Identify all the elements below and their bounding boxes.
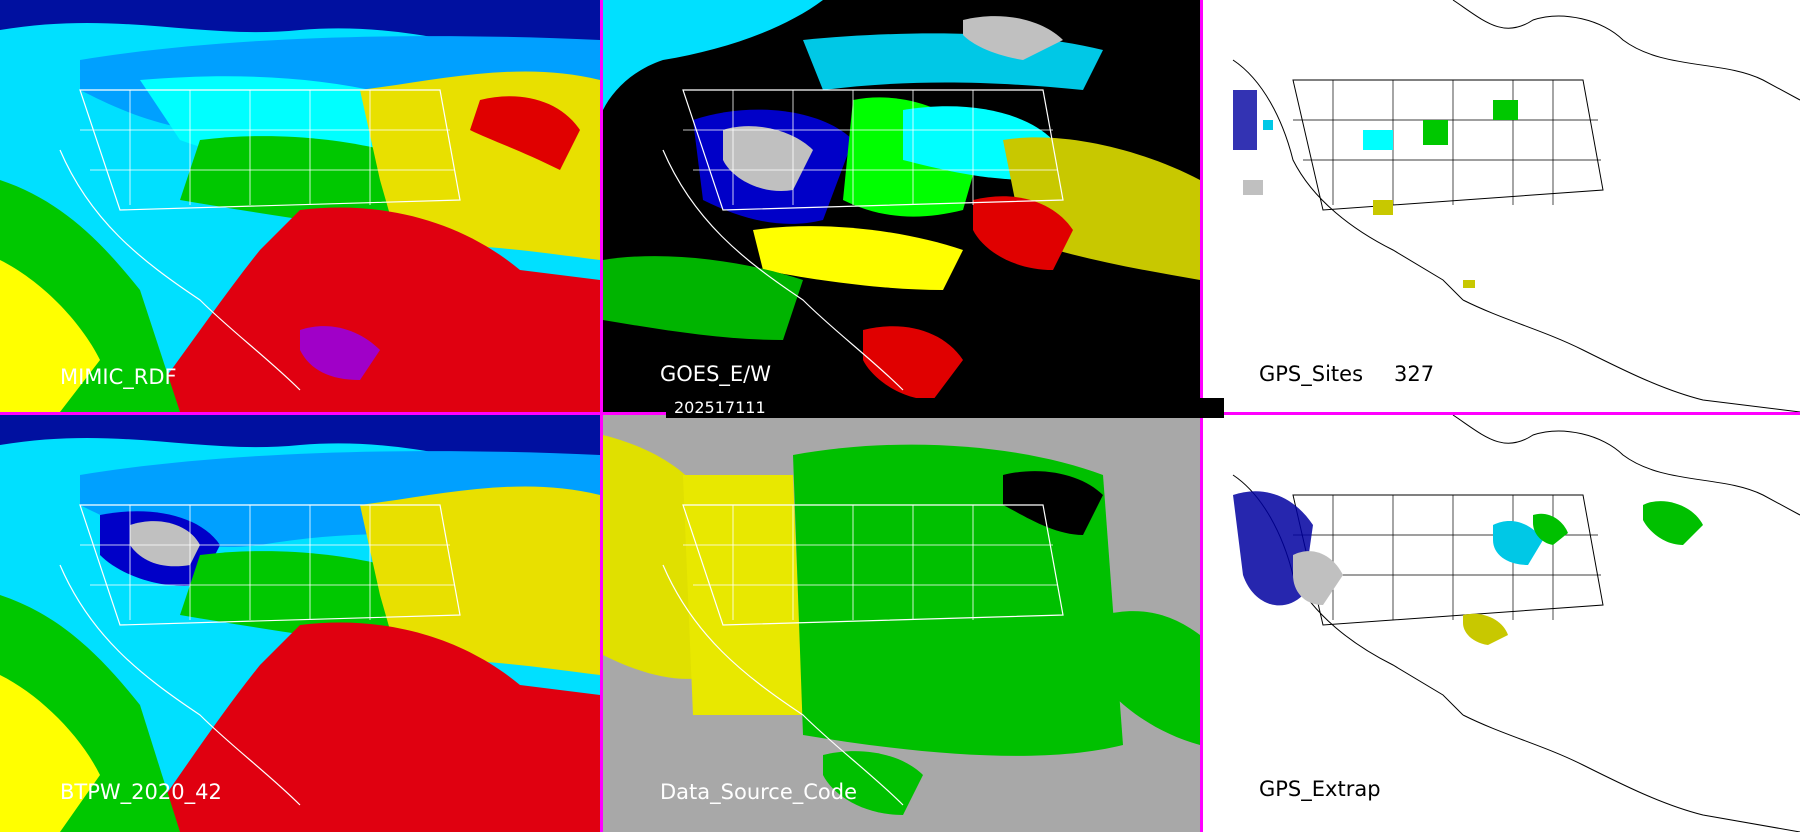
panel-label: GPS_Sites [1259, 362, 1364, 386]
panel-label: GPS_Extrap [1259, 777, 1381, 801]
data-source-code-map [603, 415, 1200, 832]
panel-label: Data_Source_Code [660, 780, 858, 804]
panel-label: BTPW_2020_42 [60, 780, 222, 804]
gps-site-marker [1373, 200, 1393, 215]
extrap-region [1293, 551, 1343, 605]
goes-ew-map [603, 0, 1200, 412]
panel-label: GOES_E/W [660, 362, 772, 386]
gps-site-marker [1363, 130, 1393, 150]
gps-site-marker [1423, 120, 1448, 145]
extrap-region [1233, 491, 1313, 606]
separator-vertical-1 [600, 0, 603, 832]
panel-gps-extrap: GPS_Extrap [1203, 415, 1800, 832]
extrap-region [1463, 613, 1508, 645]
btpw-map [0, 415, 600, 832]
gps-sites-map [1203, 0, 1800, 412]
site-count: 327 [1394, 362, 1435, 386]
gps-site-marker [1263, 120, 1273, 130]
gps-extrap-map [1203, 415, 1800, 832]
panel-data-source-code: Data_Source_Code [603, 415, 1200, 832]
panel-goes-ew: GOES_E/W [603, 0, 1200, 412]
gps-site-marker [1493, 100, 1518, 120]
extrap-region [1533, 513, 1568, 545]
panel-label: MIMIC_RDF [60, 365, 177, 389]
timestamp-bar: 202517111 [666, 398, 1224, 418]
panel-gps-sites: GPS_Sites 327 [1203, 0, 1800, 412]
gps-site-marker [1243, 180, 1263, 195]
extrap-region [1643, 501, 1703, 545]
panel-mimic-rdf: MIMIC_RDF [0, 0, 600, 412]
gps-site-marker [1233, 90, 1257, 150]
gps-site-marker [1463, 280, 1475, 288]
mimic-rdf-map [0, 0, 600, 412]
extrap-region [1493, 520, 1543, 565]
panel-btpw: BTPW_2020_42 [0, 415, 600, 832]
